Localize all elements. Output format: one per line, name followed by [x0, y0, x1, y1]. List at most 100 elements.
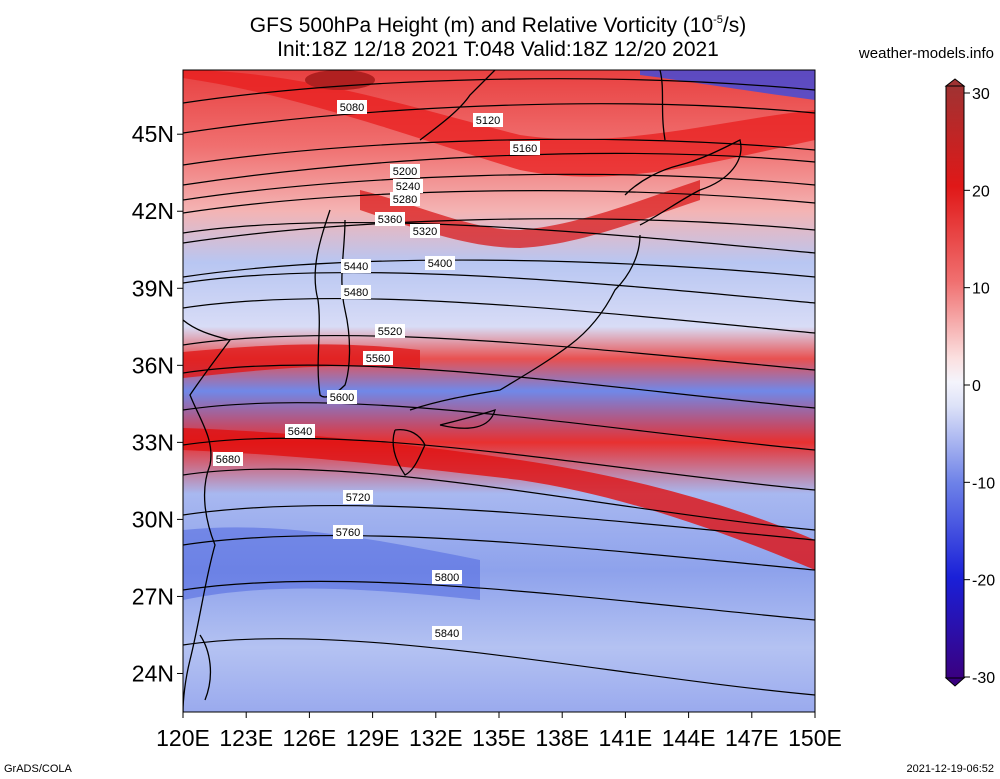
height-contour-5600 — [183, 402, 815, 451]
coastline-russia — [419, 70, 496, 141]
colorbar-tick-label: -20 — [972, 573, 995, 590]
coastline-hokkaido — [624, 139, 742, 226]
height-contour-5760 — [183, 534, 815, 571]
contour-label-5720: 5720 — [346, 492, 370, 504]
contour-label-box — [343, 490, 373, 504]
contour-label-box — [327, 390, 357, 404]
contour-label-5320: 5320 — [413, 226, 437, 238]
lon-tick-label: 123E — [219, 725, 273, 751]
contour-label-box — [341, 285, 371, 299]
colorbar-tick-label: 30 — [972, 86, 990, 103]
contour-label-5120: 5120 — [476, 115, 500, 127]
vorticity-band-south — [183, 527, 480, 600]
height-contour-5240 — [183, 173, 815, 201]
lon-tick-label: 138E — [535, 725, 589, 751]
lat-tick-label: 45N — [132, 121, 174, 147]
contour-label-box — [432, 626, 462, 640]
contour-label-5840: 5840 — [435, 628, 459, 640]
contour-label-5800: 5800 — [435, 572, 459, 584]
vorticity-band-north — [183, 70, 815, 177]
vorticity-field — [183, 70, 815, 712]
contour-label-5680: 5680 — [216, 454, 240, 466]
height-contour-5320 — [183, 218, 815, 244]
coastline-shikoku — [439, 408, 496, 429]
coastline-china — [183, 319, 232, 712]
contour-label-box — [390, 164, 420, 178]
colorbar-tick-label: -30 — [972, 670, 995, 687]
vorticity-band-33n — [183, 428, 815, 570]
lon-tick-label: 132E — [409, 725, 463, 751]
contour-label-box — [337, 100, 367, 114]
contour-label-5200: 5200 — [393, 166, 417, 178]
contour-label-box — [213, 452, 243, 466]
contour-label-box — [425, 256, 455, 270]
contour-label-box — [375, 212, 405, 226]
height-contour-5560 — [183, 364, 815, 409]
lon-tick-label: 126E — [283, 725, 337, 751]
contour-label-5080: 5080 — [340, 102, 364, 114]
colorbar-tick-label: 20 — [972, 183, 990, 200]
vorticity-band-42n — [360, 180, 700, 248]
contour-label-box — [432, 570, 462, 584]
colorbar-top-arrow — [944, 78, 966, 87]
coastline-sakhalin — [659, 70, 666, 141]
height-contour-5360 — [183, 221, 815, 254]
contour-label-5640: 5640 — [288, 426, 312, 438]
colorbar-tick-label: 0 — [972, 378, 981, 395]
height-contour-5640 — [183, 437, 815, 491]
lon-tick-label: 150E — [788, 725, 842, 751]
vorticity-maximum — [305, 70, 375, 90]
vorticity-band-36n — [183, 344, 420, 378]
contour-label-box — [410, 224, 440, 238]
height-contour-5720 — [183, 504, 815, 541]
chart-title-line2: Init:18Z 12/18 2021 T:048 Valid:18Z 12/2… — [277, 38, 719, 61]
source-credit: weather-models.info — [858, 45, 994, 62]
lat-tick-label: 42N — [132, 198, 174, 224]
contour-label-5160: 5160 — [513, 143, 537, 155]
contour-label-box — [333, 525, 363, 539]
vorticity-band-northeast — [640, 70, 815, 100]
contour-label-5560: 5560 — [366, 353, 390, 365]
colorbar: 30 20 10 0 -10 -20 -30 — [944, 78, 995, 687]
contour-label-box — [341, 259, 371, 273]
height-contour-5680 — [183, 468, 815, 531]
contour-label-5400: 5400 — [428, 258, 452, 270]
contour-label-5480: 5480 — [344, 287, 368, 299]
height-contour-5280 — [183, 190, 815, 214]
contour-label-box — [510, 141, 540, 155]
lon-tick-label: 147E — [725, 725, 779, 751]
height-contour-5080 — [183, 78, 815, 104]
colorbar-tick-label: -10 — [972, 475, 995, 492]
height-contour-5800 — [183, 580, 815, 621]
contour-label-box — [285, 424, 315, 438]
lat-tick-label: 30N — [132, 506, 174, 532]
chart-title-line1: GFS 500hPa Height (m) and Relative Vorti… — [249, 14, 747, 37]
contour-label-5760: 5760 — [336, 527, 360, 539]
lat-tick-label: 27N — [132, 583, 174, 609]
height-contour-5200 — [183, 152, 815, 186]
colorbar-scale — [945, 85, 965, 679]
lat-tick-label: 24N — [132, 660, 174, 686]
footer-software: GrADS/COLA — [4, 763, 72, 775]
height-contour-5480 — [183, 297, 815, 334]
colorbar-bottom-arrow — [944, 677, 966, 687]
height-contour-5520 — [183, 334, 815, 371]
contour-label-5440: 5440 — [344, 261, 368, 273]
coastline-taiwan — [199, 634, 212, 701]
height-contour-5160 — [183, 138, 815, 166]
lat-tick-label: 36N — [132, 352, 174, 378]
contour-label-box — [375, 324, 405, 338]
footer-timestamp: 2021-12-19-06:52 — [906, 763, 994, 775]
contour-label-5520: 5520 — [378, 326, 402, 338]
contour-label-box — [390, 192, 420, 206]
lon-tick-label: 129E — [346, 725, 400, 751]
lon-tick-label: 141E — [599, 725, 653, 751]
contour-label-box — [473, 113, 503, 127]
lon-tick-label: 120E — [156, 725, 210, 751]
contour-label-box — [393, 179, 423, 193]
height-contour-5400 — [183, 259, 815, 278]
colorbar-tick-label: 10 — [972, 281, 990, 298]
contour-label-5600: 5600 — [330, 392, 354, 404]
contour-label-5360: 5360 — [378, 214, 402, 226]
